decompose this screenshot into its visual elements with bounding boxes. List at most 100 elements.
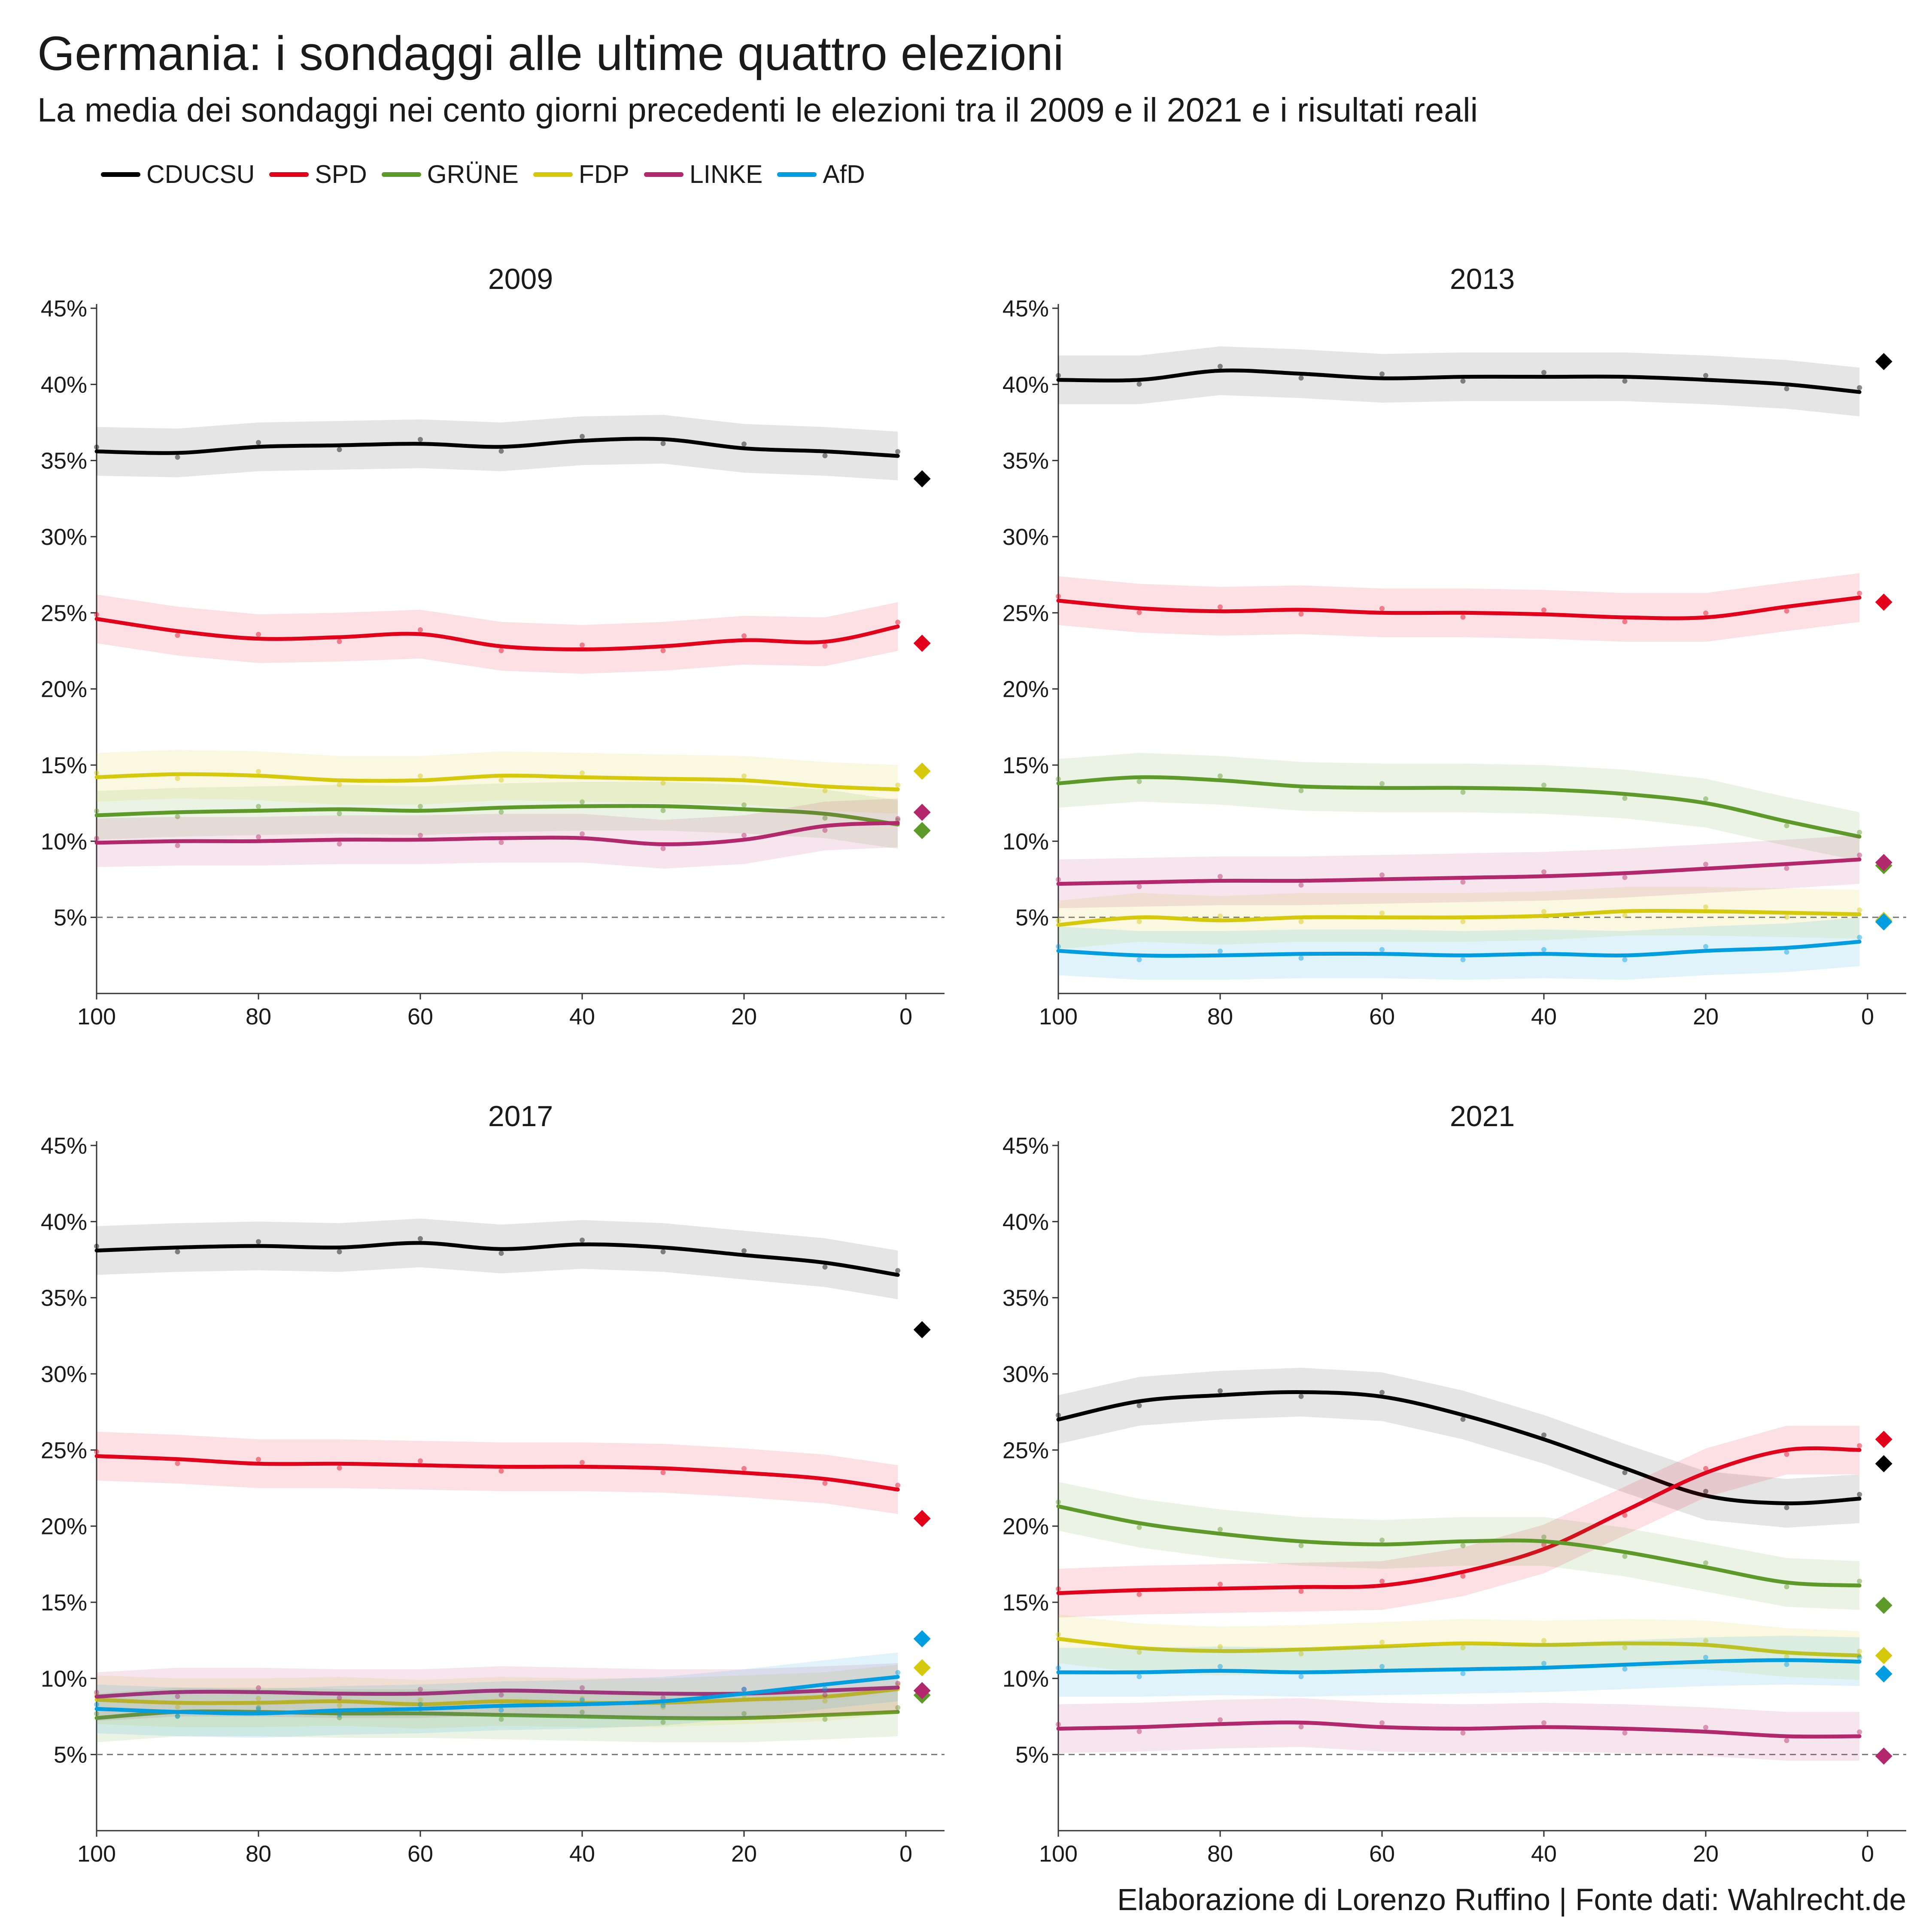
poll-point-cducsu	[1136, 381, 1142, 387]
series-line-fdp	[1056, 1637, 1862, 1658]
result-marker-linke	[913, 803, 931, 821]
poll-point-cducsu	[1622, 1470, 1628, 1475]
poll-point-spd	[741, 633, 747, 639]
poll-point-afd	[337, 1712, 342, 1717]
poll-point-grüne	[1857, 829, 1862, 835]
x-tick-label: 40	[1531, 1841, 1557, 1867]
poll-point-grüne	[94, 808, 99, 814]
result-marker-afd	[1875, 913, 1893, 931]
chart-panel-2021: 2021 5% 10% 15% 20% 25% 30% 35% 40% 45% 100 80 60 40 2…	[1002, 1100, 1906, 1867]
series-line-spd	[94, 1454, 900, 1492]
poll-point-cducsu	[895, 1268, 901, 1273]
result-marker-linke	[913, 1682, 931, 1699]
poll-point-spd	[1541, 1542, 1546, 1547]
poll-point-fdp	[895, 782, 901, 788]
poll-point-grüne	[1136, 1525, 1142, 1530]
poll-point-afd	[1541, 1661, 1546, 1666]
poll-point-spd	[337, 639, 342, 644]
poll-point-spd	[1056, 1586, 1061, 1592]
poll-point-linke	[94, 1689, 99, 1695]
result-marker-spd	[913, 635, 931, 652]
poll-point-cducsu	[1218, 1388, 1223, 1394]
poll-point-fdp	[1136, 919, 1142, 924]
poll-point-linke	[256, 1685, 261, 1691]
poll-point-cducsu	[1056, 373, 1061, 378]
series-line-spd	[94, 617, 900, 651]
poll-point-linke	[1857, 852, 1862, 858]
x-tick-label: 0	[1861, 1841, 1874, 1867]
poll-point-spd	[1218, 604, 1223, 610]
y-tick-label: 30%	[1002, 1361, 1049, 1387]
poll-point-linke	[175, 843, 180, 848]
poll-point-linke	[1298, 882, 1304, 888]
legend-label: CDUCSU	[146, 160, 255, 188]
y-tick-label: 35%	[41, 448, 87, 474]
poll-point-spd	[337, 1465, 342, 1471]
poll-point-linke	[1298, 1724, 1304, 1730]
series-line-linke	[1056, 857, 1862, 886]
poll-point-grüne	[660, 808, 666, 813]
poll-point-cducsu	[1460, 378, 1466, 384]
poll-point-linke	[418, 1686, 423, 1692]
poll-point-grüne	[660, 1719, 666, 1725]
result-marker-cducsu	[913, 1321, 931, 1339]
poll-point-fdp	[1136, 1649, 1142, 1655]
panel-title: 2013	[1450, 263, 1515, 295]
poll-point-spd	[822, 643, 828, 649]
poll-point-spd	[1298, 611, 1304, 617]
poll-point-spd	[1703, 1466, 1708, 1471]
poll-point-cducsu	[175, 454, 180, 460]
poll-point-linke	[94, 835, 99, 841]
poll-point-cducsu	[337, 1249, 342, 1255]
x-tick-label: 0	[899, 1004, 912, 1030]
poll-point-linke	[1460, 879, 1466, 885]
poll-point-cducsu	[1541, 1432, 1546, 1438]
poll-point-grüne	[256, 1705, 261, 1710]
poll-point-spd	[498, 1468, 504, 1474]
poll-point-grüne	[175, 1713, 180, 1719]
poll-point-afd	[1857, 935, 1862, 940]
confidence-band-grüne	[1058, 1482, 1860, 1610]
source-credit: Elaborazione di Lorenzo Ruffino | Fonte …	[1117, 1883, 1906, 1917]
result-marker-spd	[913, 1510, 931, 1527]
poll-point-linke	[1379, 1720, 1385, 1725]
x-tick-label: 60	[1369, 1004, 1395, 1030]
poll-point-fdp	[1541, 909, 1546, 914]
result-marker-cducsu	[1875, 353, 1893, 371]
legend-swatch	[777, 172, 817, 177]
x-tick-label: 80	[1207, 1841, 1233, 1867]
poll-point-fdp	[1622, 913, 1628, 918]
x-tick-label: 100	[1039, 1841, 1078, 1867]
series-line-cducsu	[1056, 1390, 1862, 1506]
poll-point-afd	[175, 1713, 180, 1719]
series-line-afd	[94, 1675, 900, 1716]
x-tick-label: 20	[1693, 1841, 1719, 1867]
poll-point-afd	[1703, 1655, 1708, 1660]
series-line-grüne	[1056, 775, 1862, 839]
chart-panel-2017: 2017 5% 10% 15% 20% 25% 30% 35% 40% 45% 100 80 60 40 2…	[41, 1100, 945, 1867]
confidence-band-spd	[1058, 1425, 1860, 1618]
poll-point-spd	[256, 1457, 261, 1462]
poll-point-linke	[1703, 1725, 1708, 1730]
poll-point-grüne	[1784, 823, 1789, 829]
poll-point-fdp	[175, 776, 180, 781]
x-tick-label: 60	[407, 1004, 433, 1030]
poll-point-linke	[1784, 1738, 1789, 1744]
confidence-band-linke	[97, 799, 898, 869]
poll-point-linke	[1056, 1722, 1061, 1727]
poll-point-grüne	[175, 814, 180, 819]
poll-point-fdp	[256, 769, 261, 774]
y-tick-label: 5%	[54, 1742, 87, 1768]
poll-point-fdp	[1541, 1638, 1546, 1643]
series-line-linke	[1056, 1720, 1862, 1739]
poll-point-grüne	[1298, 1543, 1304, 1549]
poll-point-afd	[1136, 957, 1142, 963]
poll-point-grüne	[1784, 1584, 1789, 1589]
y-tick-label: 30%	[1002, 524, 1049, 550]
poll-point-cducsu	[1703, 373, 1708, 378]
poll-point-cducsu	[1056, 1413, 1061, 1418]
confidence-band-afd	[97, 1653, 898, 1738]
poll-point-linke	[1136, 884, 1142, 890]
y-tick-label: 45%	[1002, 296, 1049, 322]
poll-point-fdp	[1379, 910, 1385, 916]
